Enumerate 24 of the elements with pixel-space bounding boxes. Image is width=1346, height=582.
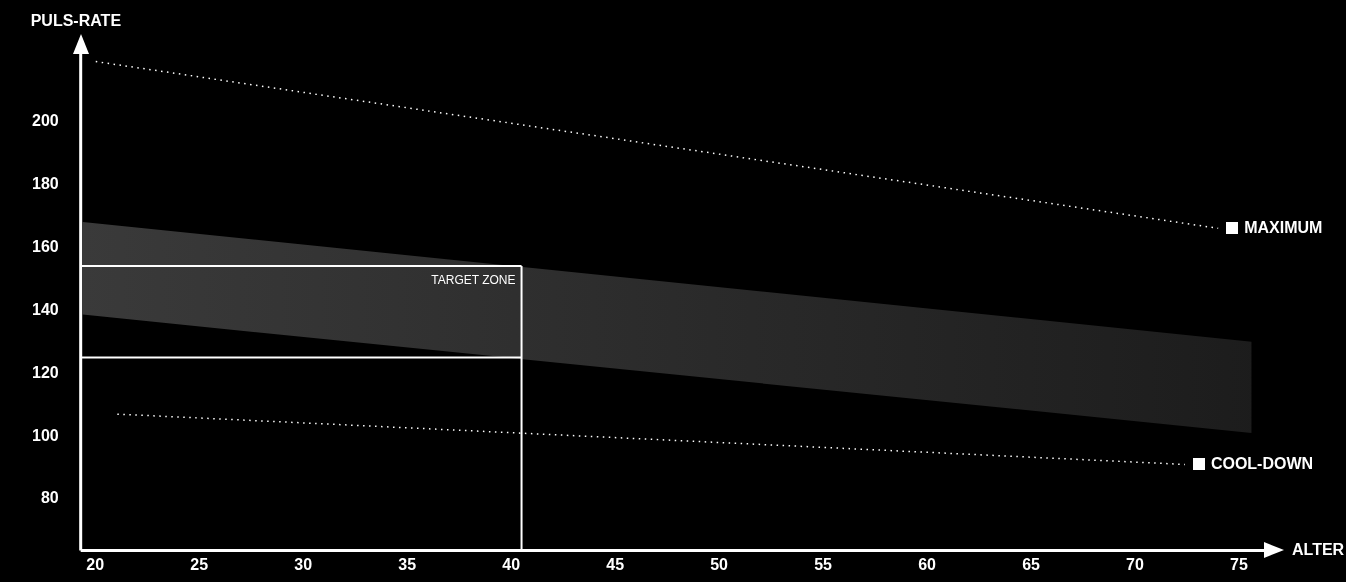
legend-label: COOL-DOWN (1210, 455, 1314, 474)
x-tick-label: 75 (1230, 556, 1248, 574)
x-tick-label: 65 (1022, 556, 1041, 574)
x-tick-label: 60 (918, 556, 937, 574)
y-tick-label: 200 (31, 111, 59, 129)
x-tick-label: 70 (1126, 556, 1144, 574)
y-tick-label: 180 (31, 174, 59, 192)
x-tick-label: 30 (294, 556, 313, 574)
y-tick-label: 160 (31, 237, 59, 255)
x-axis-title: ALTER (1292, 540, 1345, 558)
legend-label: MAXIMUM (1244, 219, 1323, 238)
x-tick-label: 55 (814, 556, 833, 574)
x-tick-label: 35 (398, 556, 417, 574)
y-tick-label: 80 (40, 489, 59, 507)
x-tick-label: 45 (606, 556, 625, 574)
x-tick-label: 50 (710, 556, 729, 574)
x-tick-label: 20 (86, 556, 105, 574)
y-tick-label: 120 (31, 363, 59, 381)
y-tick-label: 140 (31, 300, 59, 318)
y-tick-label: 100 (31, 426, 59, 444)
ref-line-label: TARGET ZONE (431, 273, 516, 288)
x-tick-label: 40 (502, 556, 521, 574)
x-tick-label: 25 (190, 556, 209, 574)
y-axis-title: PULS-RATE (30, 12, 122, 30)
